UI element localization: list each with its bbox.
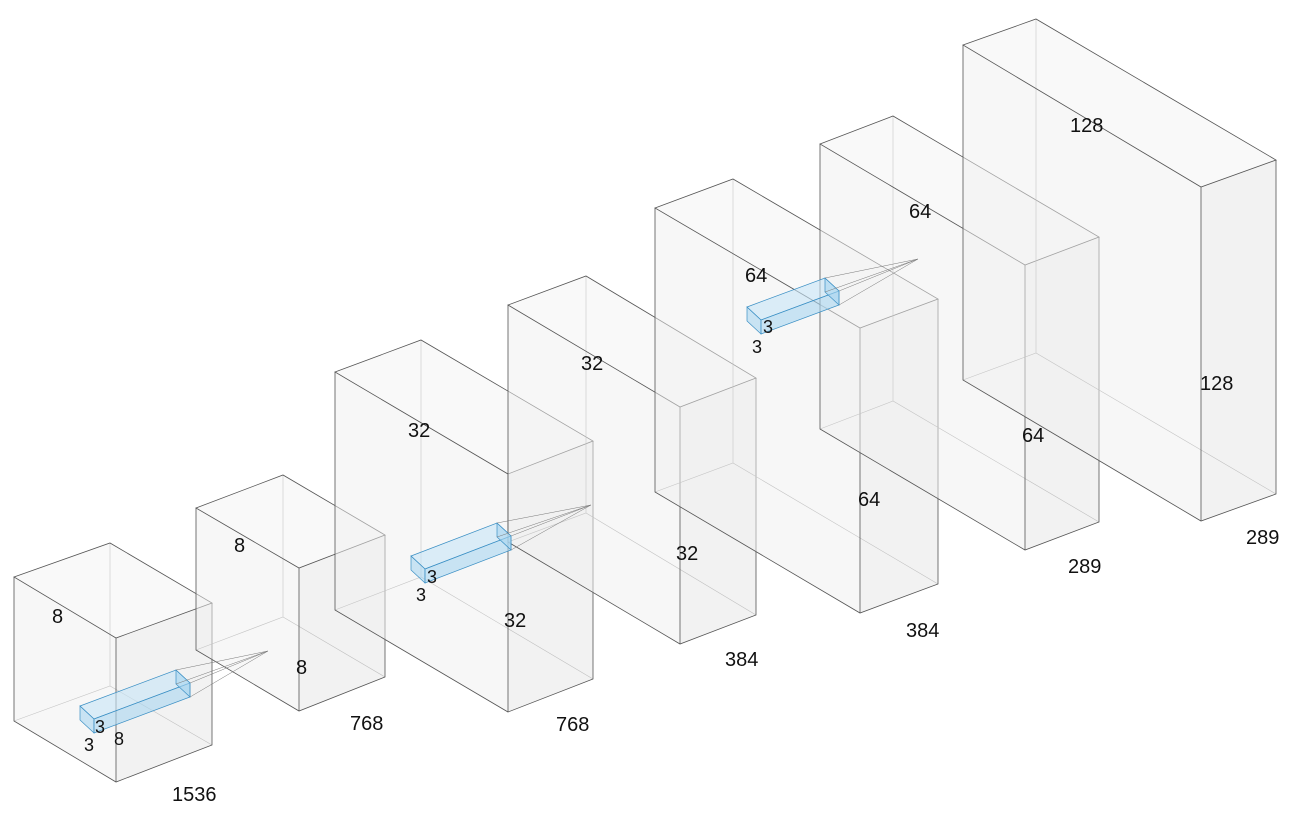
layer-blocks	[13, 18, 1277, 783]
kernel-block-0	[79, 650, 269, 734]
layer-5-width-label: 289	[1068, 556, 1101, 578]
layer-3-depth-label: 32	[581, 353, 603, 375]
layer-6-depth-label: 128	[1070, 115, 1103, 137]
layer-3-height-label: 32	[676, 543, 698, 565]
layer-6-height-label: 128	[1200, 373, 1233, 395]
kernel-0-b-label: 3	[84, 735, 94, 755]
layer-0-depth-label: 8	[52, 606, 63, 628]
layer-2-depth-label: 32	[408, 420, 430, 442]
layer-4-width-label: 384	[906, 620, 939, 642]
layer-2-width-label: 768	[556, 714, 589, 736]
layer-6-width-label: 289	[1246, 527, 1279, 549]
kernel-1-b-label: 3	[416, 585, 426, 605]
kernel-block-2	[746, 258, 919, 335]
kernel-2-b-label: 3	[752, 337, 762, 357]
layer-5-height-label: 64	[1022, 425, 1044, 447]
kernel-1-a-label: 3	[427, 567, 437, 587]
layer-1-depth-label: 8	[234, 535, 245, 557]
layer-4-depth-label: 64	[745, 265, 767, 287]
kernel-2-a-label: 3	[763, 317, 773, 337]
layer-1-height-label: 8	[296, 657, 307, 679]
kernel-blocks	[79, 258, 919, 734]
kernel-0-c-label: 8	[114, 729, 124, 749]
layer-3-width-label: 384	[725, 649, 758, 671]
kernel-block-1	[410, 504, 592, 584]
kernel-0-a-label: 3	[95, 717, 105, 737]
layer-0-width-label: 1536	[172, 784, 217, 806]
layer-5-depth-label: 64	[909, 201, 931, 223]
layer-4-height-label: 64	[858, 489, 880, 511]
dimension-labels: 8 1536 8 8 768 32 32 768 32 32 384 64 64…	[52, 115, 1279, 806]
layer-2-height-label: 32	[504, 610, 526, 632]
layer-block-6	[962, 18, 1277, 522]
layer-block-0	[13, 542, 213, 783]
layer-1-width-label: 768	[350, 713, 383, 735]
